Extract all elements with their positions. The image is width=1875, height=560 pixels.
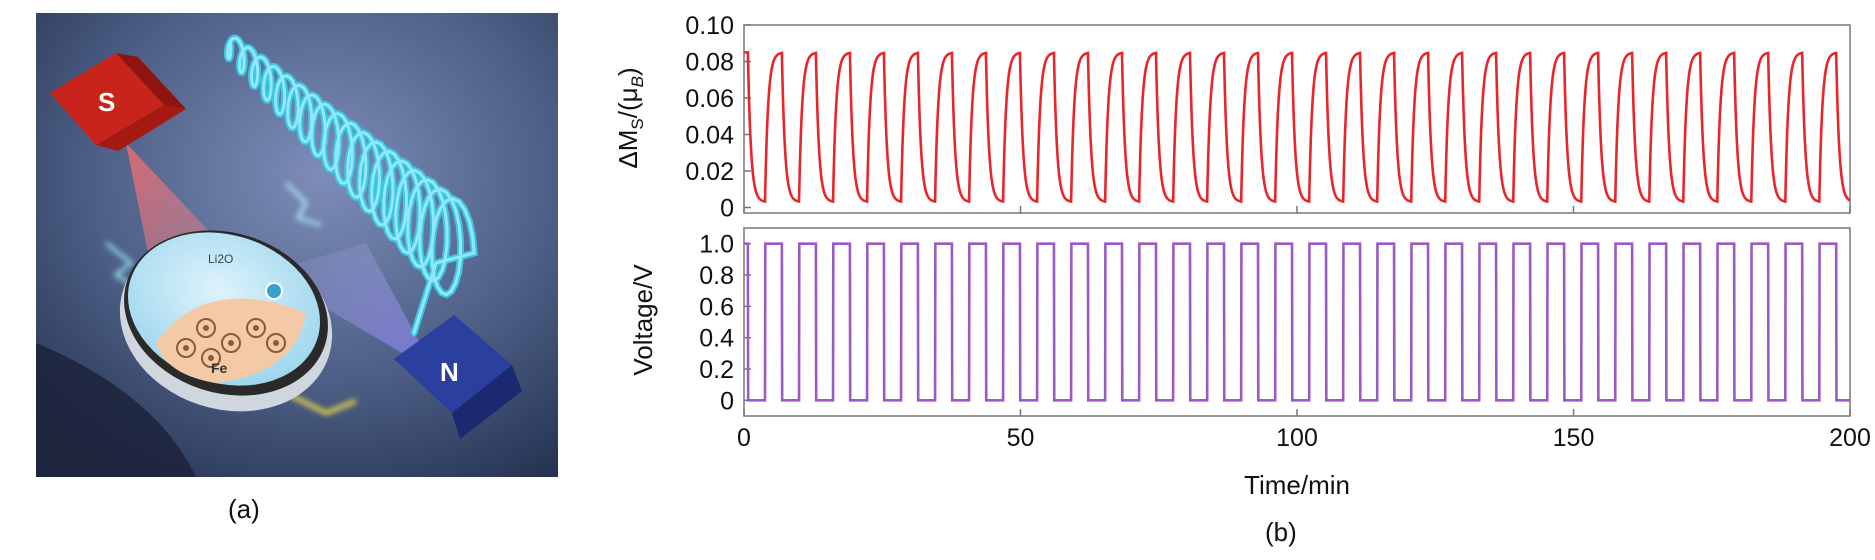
bottom-y-axis-label: Voltage/V: [628, 264, 658, 376]
x-tick-label: 200: [1829, 424, 1871, 452]
x-tick-label: 100: [1276, 424, 1318, 452]
x-tick-label: 50: [1007, 424, 1035, 452]
x-tick-label: 150: [1553, 424, 1595, 452]
caption-panel-b: (b): [1265, 517, 1297, 547]
top-y-tick-label: 0.08: [685, 49, 734, 77]
bottom-y-tick-label: 0.6: [699, 293, 734, 321]
caption-panel-a: (a): [228, 494, 260, 524]
bottom-y-tick-label: 0.8: [699, 262, 734, 290]
top-y-tick-label: 0.06: [685, 85, 734, 113]
bottom-y-tick-label: 1.0: [699, 231, 734, 259]
bottom-y-ticks: 1.0 0.8 0.6 0.4 0.2 0: [699, 231, 751, 415]
bottom-y-tick-label: 0.4: [699, 325, 734, 353]
disc-label-fe: Fe: [211, 360, 228, 376]
magnet-s: S: [50, 53, 186, 151]
bottom-y-tick-label: 0: [720, 387, 734, 415]
battery-disc: Li2O Fe: [119, 230, 333, 412]
chart-svg: 0.10 0.08 0.06 0.04 0.02 0 1.0 0.8 0.6 0.4 0.2 0 0…: [613, 12, 1871, 500]
magnet-n: N: [394, 315, 522, 439]
bottom-y-tick-label: 0.2: [699, 356, 734, 384]
top-y-tick-label: 0: [720, 195, 734, 223]
x-ticks: 0 50 100 150 200: [737, 206, 1871, 452]
x-tick-label: 0: [737, 424, 751, 452]
top-y-tick-label: 0.02: [685, 158, 734, 186]
series-voltage: [744, 242, 1850, 402]
top-y-tick-label: 0.04: [685, 122, 734, 150]
magnetization-voltage-chart: 0.10 0.08 0.06 0.04 0.02 0 1.0 0.8 0.6 0.4 0.2 0 0…: [600, 0, 1875, 555]
magnet-n-label: N: [440, 357, 459, 387]
series-magnetization: [744, 51, 1851, 204]
illustration-svg: S N Li2O: [36, 13, 558, 477]
magnet-s-label: S: [98, 87, 115, 117]
x-axis-label: Time/min: [1244, 470, 1350, 500]
top-y-axis-label: ΔMS/(μB): [613, 67, 647, 168]
disc-label-li2o: Li2O: [208, 252, 233, 266]
top-y-tick-label: 0.10: [685, 12, 734, 40]
battery-magnet-illustration: S N Li2O: [36, 13, 558, 477]
top-y-ticks: 0.10 0.08 0.06 0.04 0.02 0: [685, 12, 751, 223]
